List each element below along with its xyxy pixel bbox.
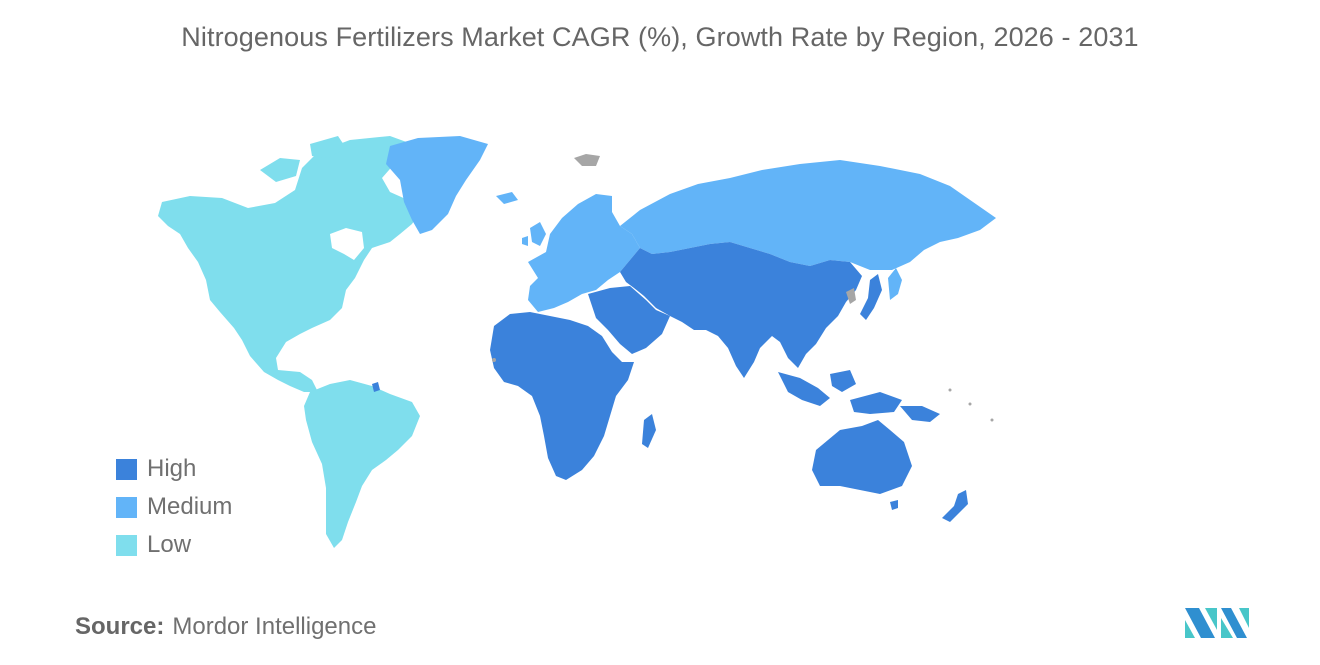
region-canadian-arctic [260,136,346,182]
region-africa [490,312,634,480]
region-russia [620,160,996,270]
region-pacific-islands [990,418,994,422]
legend-item-medium: Medium [116,488,232,526]
region-iceland [496,192,518,204]
legend-swatch-high [116,458,137,480]
source-value: Mordor Intelligence [172,613,377,640]
region-japan [860,274,882,320]
region-hudson-bay [330,228,364,260]
region-french-guiana [372,382,380,392]
mordor-intelligence-logo-icon [1185,608,1249,638]
region-australia [812,420,912,494]
region-pacific-islands [968,402,972,406]
legend-swatch-medium [116,496,137,518]
region-europe [528,194,640,312]
legend-label-high: High [147,455,197,482]
chart-title: Nitrogenous Fertilizers Market CAGR (%),… [181,22,1139,52]
region-cape-verde [492,358,496,362]
source-label: Source: [75,613,165,640]
region-pacific-islands [948,388,952,392]
region-new-zealand [942,490,968,522]
region-new-guinea [900,406,940,422]
map-legend: High Medium Low [116,450,232,564]
legend-item-low: Low [116,526,232,564]
legend-item-high: High [116,450,232,488]
region-tasmania [890,500,898,510]
world-map [158,136,996,548]
region-asia [620,242,862,378]
region-southeast-asia [778,370,902,414]
legend-label-medium: Medium [147,493,233,520]
region-korea [846,288,856,304]
region-uk-ireland [522,222,546,246]
region-north-america [158,136,420,392]
legend-swatch-low [116,534,137,556]
region-kamchatka [888,268,902,300]
region-greenland [386,136,488,234]
legend-label-low: Low [147,531,192,558]
source-line: Source: Mordor Intelligence [75,613,376,641]
region-madagascar [642,414,656,448]
region-south-america [304,380,420,548]
region-svalbard [574,154,600,166]
region-middle-east [588,286,670,354]
